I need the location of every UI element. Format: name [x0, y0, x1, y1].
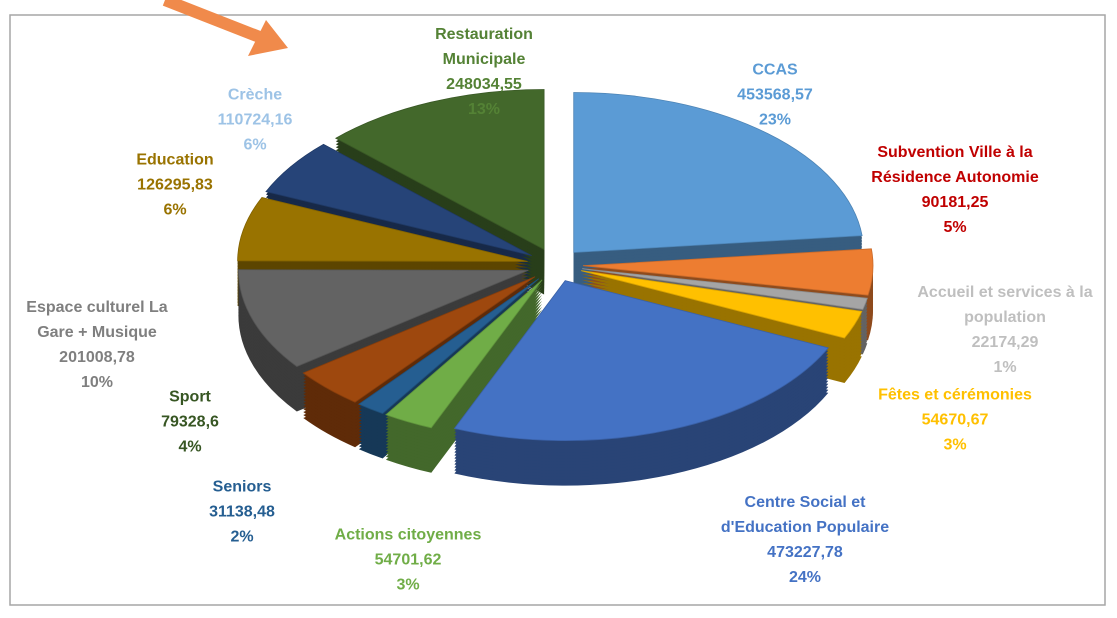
label-name: Centre Social et d'Education Populaire	[720, 494, 890, 536]
label-name: Restauration Municipale	[435, 26, 533, 68]
slice-label: Accueil et services à la population 22174…	[880, 280, 1117, 380]
label-percent: 23%	[758, 111, 792, 129]
label-value: 248034,55	[446, 76, 522, 93]
pie	[237, 89, 874, 486]
label-value: 54701,62	[374, 551, 442, 569]
label-percent: 1%	[993, 359, 1017, 376]
slice-label: Actions citoyennes 54701,62 3%	[308, 523, 508, 598]
label-name: Fêtes et cérémonies	[878, 386, 1032, 404]
slice	[358, 278, 540, 414]
slice-label: Restauration Municipale 248034,55 13%	[404, 22, 564, 122]
label-value: 126295,83	[137, 176, 213, 194]
label-name: Sport	[169, 388, 211, 406]
slice-group	[453, 280, 830, 486]
label-value: 22174,29	[971, 334, 1039, 351]
slice	[582, 268, 868, 310]
label-value: 54670,67	[921, 411, 989, 429]
slice	[385, 279, 543, 429]
label-percent: 2%	[230, 528, 254, 546]
label-percent: 13%	[467, 101, 501, 118]
label-name: Education	[136, 151, 214, 169]
slice	[573, 92, 863, 253]
slice-label: Seniors 31138,48 2%	[162, 475, 322, 550]
slice	[302, 276, 536, 403]
slice	[581, 270, 863, 339]
label-percent: 10%	[80, 374, 114, 391]
slice	[237, 269, 529, 367]
label-percent: 3%	[943, 436, 967, 454]
slice-label: CCAS 453568,57 23%	[675, 58, 875, 133]
slice	[453, 280, 830, 442]
annotation-arrow	[162, 0, 288, 56]
label-value: 473227,78	[767, 544, 843, 561]
label-value: 79328,6	[161, 413, 219, 431]
label-percent: 24%	[788, 569, 822, 586]
label-percent: 5%	[943, 219, 967, 236]
label-percent: 4%	[178, 438, 202, 456]
label-name: Espace culturel La Gare + Musique	[26, 299, 168, 341]
label-value: 110724,16	[217, 111, 293, 129]
label-percent: 6%	[163, 201, 187, 219]
label-name: Seniors	[212, 478, 272, 496]
label-name: Actions citoyennes	[334, 526, 482, 544]
slice-label: Crèche 110724,16 6%	[175, 83, 335, 158]
slice-label: Centre Social et d'Education Populaire 47…	[710, 490, 900, 590]
slice	[237, 197, 528, 262]
label-percent: 3%	[396, 576, 420, 594]
label-name: Subvention Ville à la Résidence Autonomi…	[871, 144, 1039, 186]
slice-label: Sport 79328,6 4%	[130, 385, 250, 460]
label-percent: 6%	[243, 136, 267, 154]
slice-group	[385, 279, 543, 473]
slice	[265, 143, 532, 256]
label-name: CCAS	[752, 61, 798, 79]
label-name: Accueil et services à la population	[917, 284, 1093, 326]
slice-label: Education 126295,83 6%	[95, 148, 255, 223]
slice	[582, 248, 874, 296]
label-value: 453568,57	[737, 86, 813, 104]
slice-label: Subvention Ville à la Résidence Autonomi…	[845, 140, 1065, 240]
slice-label: Fêtes et cérémonies 54670,67 3%	[855, 383, 1055, 458]
label-value: 201008,78	[59, 349, 135, 366]
label-value: 31138,48	[209, 503, 275, 521]
slice-group	[573, 92, 863, 298]
slice	[334, 89, 545, 251]
label-name: Crèche	[227, 86, 283, 104]
label-value: 90181,25	[921, 194, 989, 211]
slice-label: Espace culturel La Gare + Musique 201008,…	[10, 295, 185, 395]
